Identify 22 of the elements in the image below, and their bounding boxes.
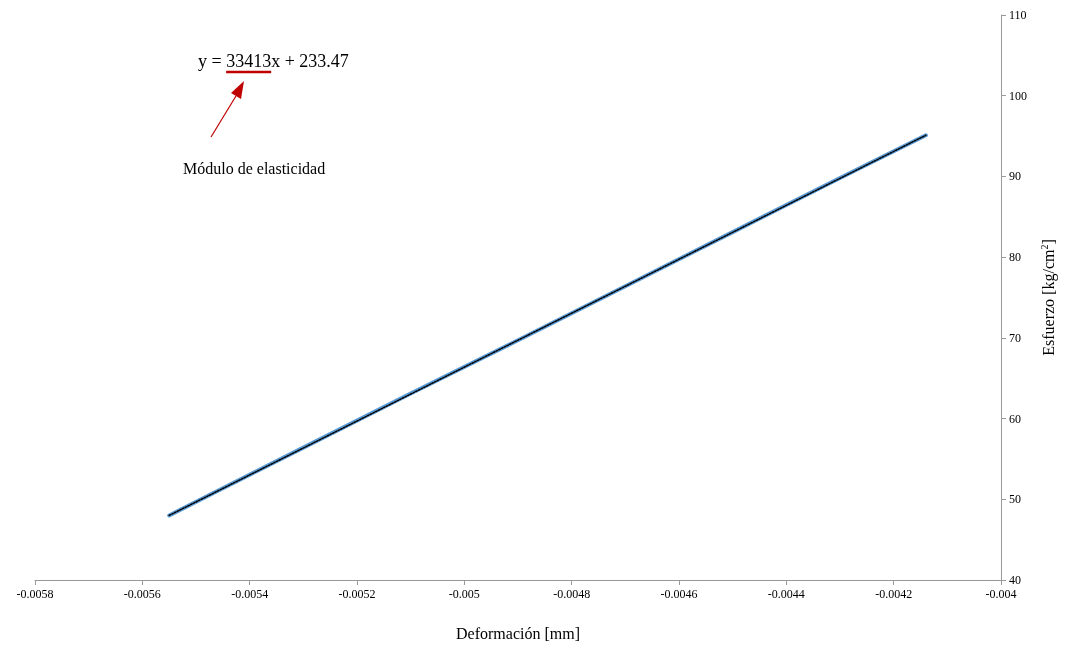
y-tick-label: 60 — [1009, 411, 1021, 426]
x-tick-label: -0.0052 — [338, 587, 376, 601]
x-tick-label: -0.0058 — [16, 587, 54, 601]
x-axis-title: Deformación [mm] — [456, 624, 580, 642]
x-tick-label: -0.0044 — [767, 587, 805, 601]
x-tick-label: -0.0048 — [553, 587, 591, 601]
annotation: y = 33413x + 233.47 — [198, 51, 349, 71]
y-axis-title: Esfuerzo [kg/cm2] — [1038, 239, 1058, 356]
x-tick-label: -0.0042 — [875, 587, 913, 601]
y-tick-label: 90 — [1009, 169, 1021, 184]
x-tick-label: -0.0046 — [660, 587, 698, 601]
y-tick-label: 100 — [1009, 88, 1027, 103]
x-tick-label: -0.005 — [448, 587, 480, 601]
y-tick-label: 40 — [1009, 573, 1021, 587]
x-tick-label: -0.004 — [985, 587, 1017, 601]
y-tick-label: 80 — [1009, 250, 1021, 265]
x-tick-label: -0.0054 — [231, 587, 269, 601]
annotation: Módulo de elasticidad — [183, 159, 326, 177]
x-tick-label: -0.0056 — [123, 587, 161, 601]
y-tick-label: 50 — [1009, 492, 1021, 507]
y-tick-label: 70 — [1009, 330, 1021, 345]
y-tick-label: 110 — [1009, 8, 1027, 22]
